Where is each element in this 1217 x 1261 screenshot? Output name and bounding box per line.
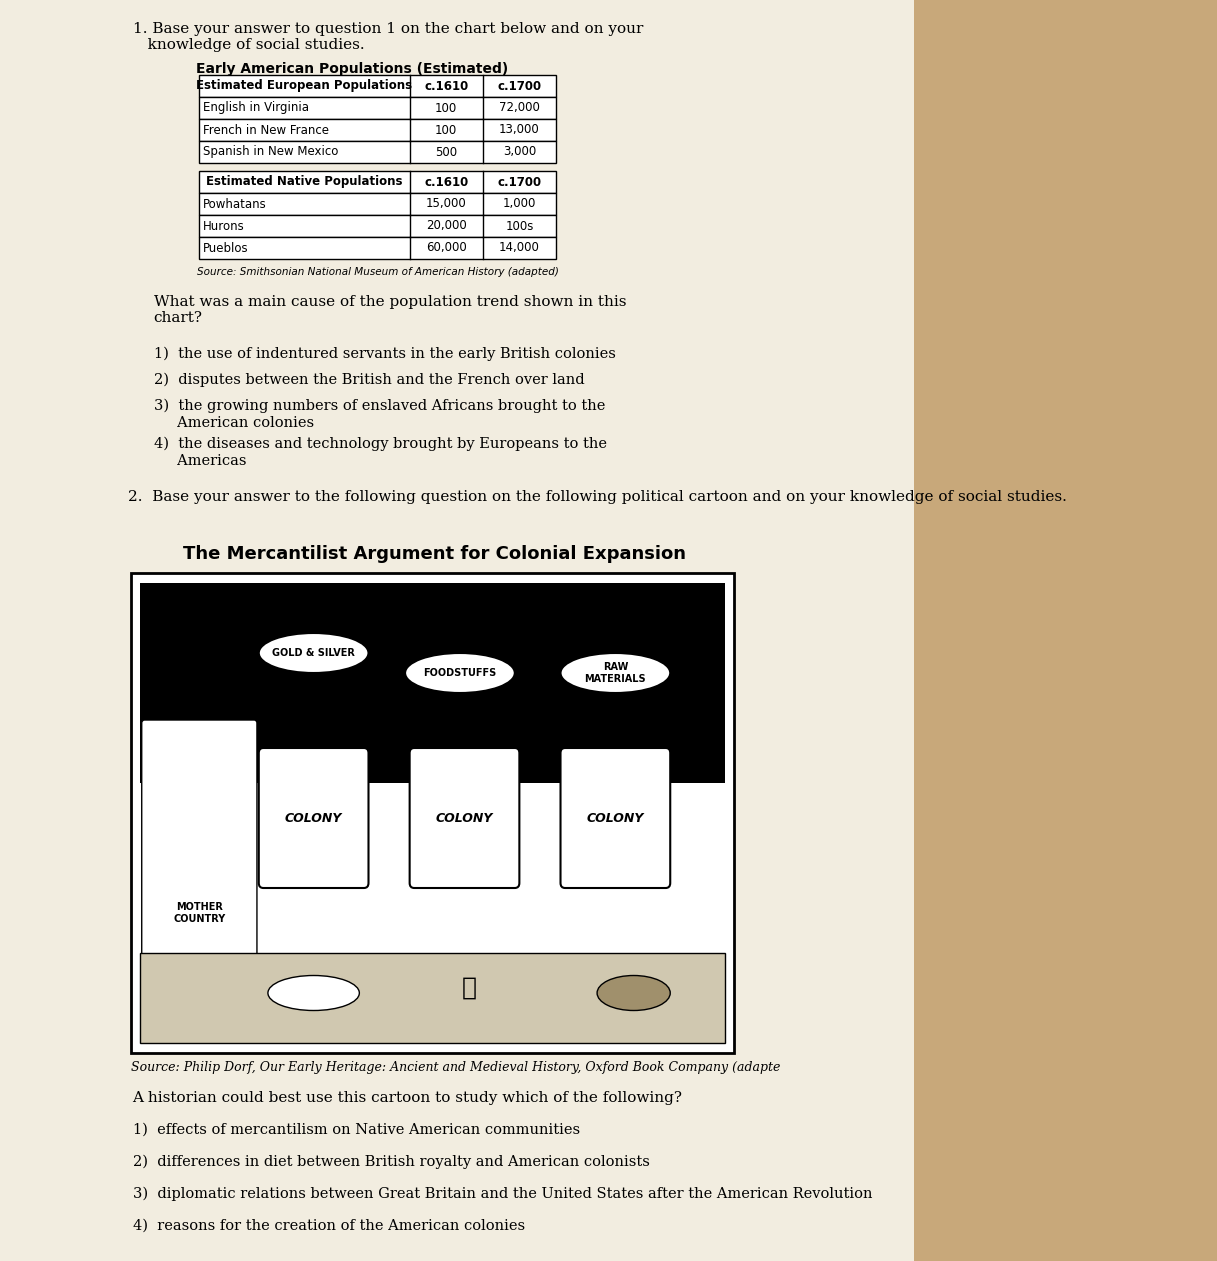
Bar — [200, 171, 556, 193]
Ellipse shape — [268, 976, 359, 1010]
Text: MOTHER
COUNTRY: MOTHER COUNTRY — [173, 902, 225, 924]
Text: What was a main cause of the population trend shown in this
chart?: What was a main cause of the population … — [153, 295, 626, 325]
Text: GOLD & SILVER: GOLD & SILVER — [273, 648, 355, 658]
Bar — [200, 237, 556, 259]
Ellipse shape — [259, 633, 369, 673]
Text: 2)  differences in diet between British royalty and American colonists: 2) differences in diet between British r… — [133, 1155, 650, 1169]
Text: 🍷: 🍷 — [461, 976, 477, 1000]
Bar — [140, 583, 725, 783]
Text: 100s: 100s — [505, 219, 533, 232]
Ellipse shape — [598, 976, 671, 1010]
Text: The Mercantilist Argument for Colonial Expansion: The Mercantilist Argument for Colonial E… — [183, 545, 686, 562]
Text: c.1610: c.1610 — [424, 175, 469, 188]
Text: Early American Populations (Estimated): Early American Populations (Estimated) — [196, 62, 509, 76]
Ellipse shape — [405, 653, 515, 694]
Bar — [200, 74, 556, 97]
Text: 14,000: 14,000 — [499, 242, 540, 255]
Text: 100: 100 — [436, 124, 458, 136]
Bar — [200, 119, 556, 141]
Text: c.1700: c.1700 — [498, 175, 542, 188]
Text: 20,000: 20,000 — [426, 219, 466, 232]
Text: Spanish in New Mexico: Spanish in New Mexico — [203, 145, 338, 159]
Text: Source: Philip Dorf, Our Early Heritage: Ancient and Medieval History, Oxford Bo: Source: Philip Dorf, Our Early Heritage:… — [130, 1061, 780, 1074]
Text: 3)  diplomatic relations between Great Britain and the United States after the A: 3) diplomatic relations between Great Br… — [133, 1187, 873, 1202]
Text: 100: 100 — [436, 101, 458, 115]
Bar — [200, 214, 556, 237]
Text: English in Virginia: English in Virginia — [203, 101, 309, 115]
Text: 15,000: 15,000 — [426, 198, 466, 211]
Text: Estimated Native Populations: Estimated Native Populations — [206, 175, 403, 188]
Text: c.1700: c.1700 — [498, 79, 542, 92]
Text: 1)  effects of mercantilism on Native American communities: 1) effects of mercantilism on Native Ame… — [133, 1124, 579, 1137]
Text: RAW
MATERIALS: RAW MATERIALS — [584, 662, 646, 683]
Text: 3)  the growing numbers of enslaved Africans brought to the
     American coloni: 3) the growing numbers of enslaved Afric… — [153, 398, 605, 430]
Text: Pueblos: Pueblos — [203, 242, 248, 255]
Text: A historian could best use this cartoon to study which of the following?: A historian could best use this cartoon … — [133, 1091, 683, 1105]
Bar — [130, 572, 734, 1053]
Text: COLONY: COLONY — [285, 812, 342, 825]
Text: COLONY: COLONY — [587, 812, 644, 825]
Text: 72,000: 72,000 — [499, 101, 540, 115]
Text: 4)  the diseases and technology brought by Europeans to the
     Americas: 4) the diseases and technology brought b… — [153, 438, 606, 468]
Text: FOODSTUFFS: FOODSTUFFS — [424, 668, 497, 678]
Text: 60,000: 60,000 — [426, 242, 466, 255]
Text: French in New France: French in New France — [203, 124, 329, 136]
Text: 1,000: 1,000 — [503, 198, 535, 211]
Ellipse shape — [561, 653, 671, 694]
Text: 2)  disputes between the British and the French over land: 2) disputes between the British and the … — [153, 373, 584, 387]
FancyBboxPatch shape — [141, 720, 257, 1006]
Text: 3,000: 3,000 — [503, 145, 535, 159]
FancyBboxPatch shape — [259, 748, 369, 888]
Text: 4)  reasons for the creation of the American colonies: 4) reasons for the creation of the Ameri… — [133, 1219, 525, 1233]
Text: Hurons: Hurons — [203, 219, 245, 232]
Bar — [200, 141, 556, 163]
Text: c.1610: c.1610 — [424, 79, 469, 92]
Text: 2.  Base your answer to the following question on the following political cartoo: 2. Base your answer to the following que… — [128, 491, 1067, 504]
Text: Estimated European Populations: Estimated European Populations — [196, 79, 413, 92]
Bar — [200, 193, 556, 214]
FancyBboxPatch shape — [0, 0, 914, 1261]
Text: 500: 500 — [436, 145, 458, 159]
Bar — [200, 97, 556, 119]
Bar — [140, 953, 725, 1043]
FancyBboxPatch shape — [561, 748, 671, 888]
Text: 13,000: 13,000 — [499, 124, 540, 136]
FancyBboxPatch shape — [410, 748, 520, 888]
Text: 1. Base your answer to question 1 on the chart below and on your
   knowledge of: 1. Base your answer to question 1 on the… — [133, 21, 643, 52]
Text: Source: Smithsonian National Museum of American History (adapted): Source: Smithsonian National Museum of A… — [197, 267, 559, 277]
Text: Powhatans: Powhatans — [203, 198, 267, 211]
Text: COLONY: COLONY — [436, 812, 493, 825]
Text: 1)  the use of indentured servants in the early British colonies: 1) the use of indentured servants in the… — [153, 347, 616, 362]
